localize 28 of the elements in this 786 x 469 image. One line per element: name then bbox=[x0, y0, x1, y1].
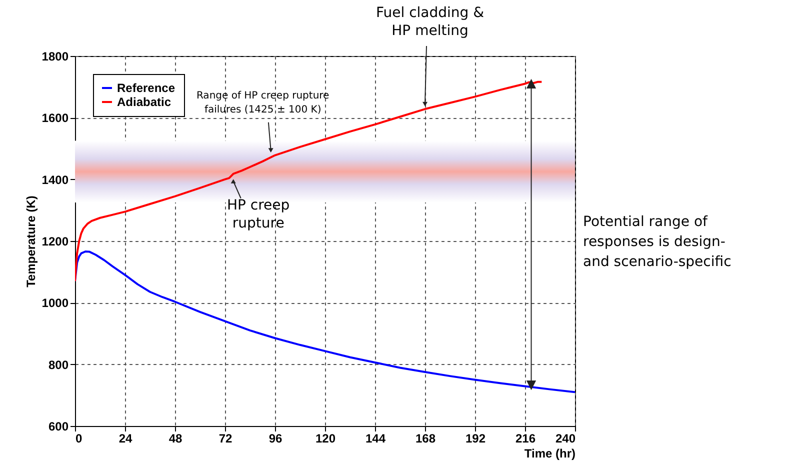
y-tick-label: 1800 bbox=[42, 50, 69, 64]
x-tick-label: 216 bbox=[515, 432, 536, 446]
annotation: HP creep rupture bbox=[226, 197, 290, 232]
x-tick-label: 72 bbox=[218, 432, 232, 446]
y-axis-title: Temperature (K) bbox=[24, 196, 38, 288]
x-tick-label: 24 bbox=[118, 432, 132, 446]
y-tick-label: 1200 bbox=[42, 234, 69, 248]
x-tick-label: 96 bbox=[268, 432, 282, 446]
y-tick-label: 1600 bbox=[42, 111, 69, 126]
text: Potential range of responses is design- and scenario-specific bbox=[583, 214, 732, 270]
x-tick-label: 144 bbox=[365, 432, 386, 446]
y-tick-label: 1400 bbox=[42, 172, 69, 187]
y-tick-label: 800 bbox=[48, 358, 69, 372]
y-tick-label: 1000 bbox=[42, 296, 69, 310]
legend-label: Adiabatic bbox=[117, 95, 172, 109]
x-tick-label: 240 bbox=[555, 432, 576, 446]
annotation: Fuel cladding & HP melting bbox=[376, 5, 484, 40]
line-series bbox=[75, 250, 575, 394]
legend-label: Reference bbox=[117, 81, 176, 95]
x-tick-label: 120 bbox=[315, 432, 336, 446]
x-axis-title: Time (hr) bbox=[524, 446, 576, 460]
x-tick-label: 48 bbox=[168, 432, 182, 446]
x-tick-label: 0 bbox=[76, 432, 82, 446]
x-tick-label: 192 bbox=[465, 432, 486, 446]
x-tick-label: 168 bbox=[415, 432, 436, 446]
line-series bbox=[75, 80, 543, 282]
y-tick-label: 600 bbox=[48, 420, 69, 434]
annotation: Range of HP creep rupture failures (1425 ± 100 K) bbox=[196, 90, 330, 116]
